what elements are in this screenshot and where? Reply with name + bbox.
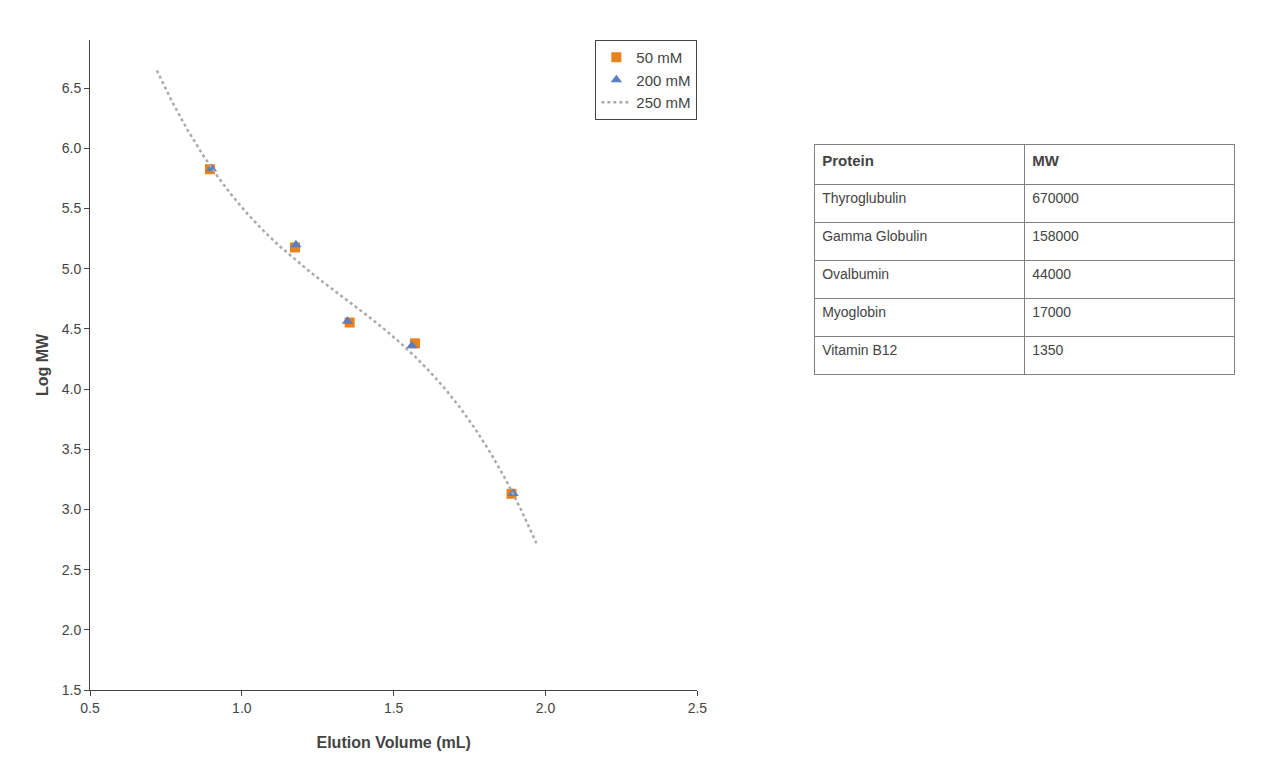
svg-text:Thyroglubulin: Thyroglubulin [822, 190, 906, 206]
svg-text:5.5: 5.5 [62, 200, 82, 216]
svg-text:5.0: 5.0 [62, 261, 82, 277]
svg-text:50 mM: 50 mM [636, 49, 682, 66]
svg-text:Gamma Globulin: Gamma Globulin [822, 228, 927, 244]
svg-text:MW: MW [1032, 152, 1059, 169]
svg-text:44000: 44000 [1032, 266, 1071, 282]
svg-text:670000: 670000 [1032, 190, 1079, 206]
svg-text:1.0: 1.0 [232, 700, 252, 716]
svg-text:4.5: 4.5 [62, 321, 82, 337]
svg-text:Vitamin B12: Vitamin B12 [822, 342, 897, 358]
svg-text:2.0: 2.0 [62, 622, 82, 638]
svg-text:Log MW: Log MW [34, 333, 51, 396]
svg-text:Ovalbumin: Ovalbumin [822, 266, 889, 282]
svg-text:2.5: 2.5 [62, 562, 82, 578]
svg-text:Elution Volume (mL): Elution Volume (mL) [317, 734, 471, 751]
svg-text:250 mM: 250 mM [636, 94, 690, 111]
svg-text:1.5: 1.5 [62, 682, 82, 698]
svg-text:4.0: 4.0 [62, 381, 82, 397]
svg-text:200 mM: 200 mM [636, 72, 690, 89]
svg-text:Protein: Protein [822, 152, 874, 169]
svg-text:2.5: 2.5 [688, 700, 708, 716]
svg-text:17000: 17000 [1032, 304, 1071, 320]
svg-text:3.0: 3.0 [62, 501, 82, 517]
svg-text:158000: 158000 [1032, 228, 1079, 244]
svg-text:2.0: 2.0 [536, 700, 556, 716]
svg-text:6.5: 6.5 [62, 80, 82, 96]
svg-text:6.0: 6.0 [62, 140, 82, 156]
svg-text:3.5: 3.5 [62, 441, 82, 457]
svg-text:1350: 1350 [1032, 342, 1063, 358]
svg-text:1.5: 1.5 [384, 700, 404, 716]
svg-text:Myoglobin: Myoglobin [822, 304, 886, 320]
svg-text:0.5: 0.5 [80, 700, 100, 716]
